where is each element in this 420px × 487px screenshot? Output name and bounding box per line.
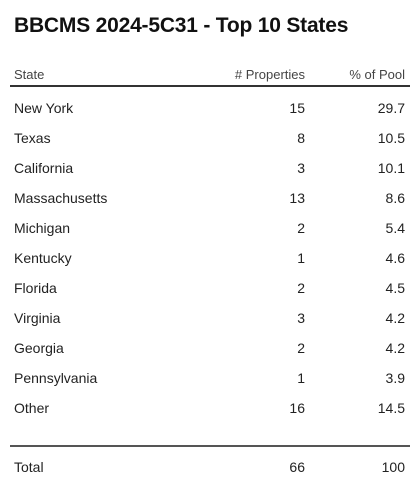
total-divider — [10, 445, 410, 447]
page-title: BBCMS 2024-5C31 - Top 10 States — [14, 14, 349, 37]
pct-pool-cell: 8.6 — [385, 190, 405, 206]
state-cell: New York — [14, 100, 74, 116]
table-row: California 3 10.1 — [10, 153, 410, 183]
table-row: Florida 2 4.5 — [10, 273, 410, 303]
total-section: Total 66 100 — [10, 452, 410, 482]
properties-cell: 15 — [289, 100, 305, 116]
state-cell: Florida — [14, 280, 57, 296]
total-label: Total — [14, 459, 44, 475]
pct-pool-cell: 10.1 — [377, 160, 405, 176]
properties-cell: 3 — [297, 160, 305, 176]
table-row: Massachusetts 13 8.6 — [10, 183, 410, 213]
pct-pool-cell: 10.5 — [377, 130, 405, 146]
pct-pool-cell: 29.7 — [377, 100, 405, 116]
total-row: Total 66 100 — [10, 452, 410, 482]
column-header-pct-pool: % of Pool — [349, 67, 405, 82]
pct-pool-cell: 4.2 — [385, 310, 405, 326]
column-header-properties: # Properties — [234, 67, 305, 82]
state-cell: Pennsylvania — [14, 370, 98, 386]
properties-cell: 8 — [297, 130, 305, 146]
pct-pool-cell: 4.5 — [385, 280, 405, 296]
state-cell: Kentucky — [14, 250, 72, 266]
table-row: Pennsylvania 1 3.9 — [10, 363, 410, 393]
pct-pool-cell: 3.9 — [385, 370, 405, 386]
table-row: Other 16 14.5 — [10, 393, 410, 423]
table-header: State # Properties % of Pool — [10, 64, 410, 87]
table-row: Georgia 2 4.2 — [10, 333, 410, 363]
state-cell: Other — [14, 400, 50, 416]
state-cell: Texas — [14, 130, 51, 146]
properties-cell: 2 — [297, 280, 305, 296]
pct-pool-cell: 4.2 — [385, 340, 405, 356]
total-pct-pool-cell: 100 — [381, 459, 405, 475]
state-cell: Michigan — [14, 220, 71, 236]
state-cell: Virginia — [14, 310, 61, 326]
pct-pool-cell: 4.6 — [385, 250, 405, 266]
pct-pool-cell: 5.4 — [385, 220, 405, 236]
column-header-state: State — [14, 67, 45, 82]
table-body: New York 15 29.7 Texas 8 10.5 California… — [10, 87, 410, 423]
total-properties-cell: 66 — [289, 459, 305, 475]
state-cell: California — [14, 160, 74, 176]
pct-pool-cell: 14.5 — [377, 400, 405, 416]
properties-cell: 13 — [289, 190, 305, 206]
properties-cell: 16 — [289, 400, 305, 416]
table-row: Texas 8 10.5 — [10, 123, 410, 153]
table-row: New York 15 29.7 — [10, 93, 410, 123]
properties-cell: 2 — [297, 220, 305, 236]
properties-cell: 3 — [297, 310, 305, 326]
properties-cell: 2 — [297, 340, 305, 356]
properties-cell: 1 — [297, 370, 305, 386]
properties-cell: 1 — [297, 250, 305, 266]
state-cell: Massachusetts — [14, 190, 108, 206]
table-row: Virginia 3 4.2 — [10, 303, 410, 333]
states-table: State # Properties % of Pool New York 15… — [10, 64, 410, 423]
table-row: Kentucky 1 4.6 — [10, 243, 410, 273]
state-cell: Georgia — [14, 340, 64, 356]
table-row: Michigan 2 5.4 — [10, 213, 410, 243]
